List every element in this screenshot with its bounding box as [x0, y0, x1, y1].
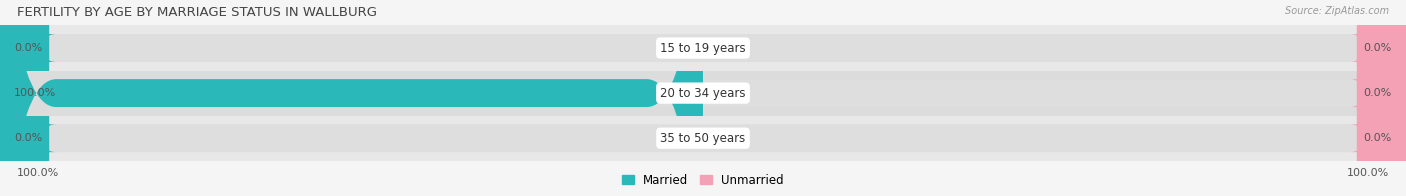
Text: 0.0%: 0.0%	[1364, 43, 1392, 53]
FancyBboxPatch shape	[0, 0, 56, 196]
Text: 15 to 19 years: 15 to 19 years	[661, 42, 745, 54]
FancyBboxPatch shape	[1350, 0, 1406, 196]
Text: 20 to 34 years: 20 to 34 years	[661, 87, 745, 100]
Text: 100.0%: 100.0%	[17, 168, 59, 178]
Text: 0.0%: 0.0%	[14, 43, 42, 53]
Text: 0.0%: 0.0%	[1364, 133, 1392, 143]
FancyBboxPatch shape	[1350, 0, 1406, 196]
FancyBboxPatch shape	[1350, 0, 1406, 196]
Text: 0.0%: 0.0%	[1364, 88, 1392, 98]
Legend: Married, Unmarried: Married, Unmarried	[619, 170, 787, 190]
Text: Source: ZipAtlas.com: Source: ZipAtlas.com	[1285, 6, 1389, 16]
FancyBboxPatch shape	[0, 0, 703, 196]
Text: FERTILITY BY AGE BY MARRIAGE STATUS IN WALLBURG: FERTILITY BY AGE BY MARRIAGE STATUS IN W…	[17, 6, 377, 19]
FancyBboxPatch shape	[0, 0, 56, 196]
Text: 100.0%: 100.0%	[14, 88, 56, 98]
Text: 100.0%: 100.0%	[1347, 168, 1389, 178]
Text: 0.0%: 0.0%	[14, 133, 42, 143]
Text: 35 to 50 years: 35 to 50 years	[661, 132, 745, 145]
